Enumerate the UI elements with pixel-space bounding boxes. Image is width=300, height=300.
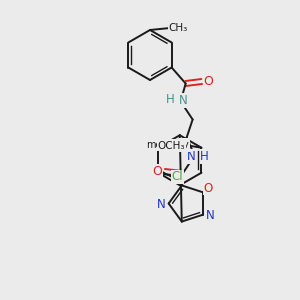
Text: H: H	[166, 93, 175, 106]
Text: CH₃: CH₃	[168, 23, 188, 33]
Text: O: O	[203, 182, 213, 195]
Text: O: O	[153, 165, 163, 178]
Text: N: N	[187, 150, 196, 163]
Text: O: O	[180, 138, 189, 151]
Text: O: O	[204, 75, 214, 88]
Text: OCH₃: OCH₃	[158, 141, 185, 151]
Text: methoxy: methoxy	[146, 140, 189, 150]
Text: H: H	[200, 150, 209, 163]
Text: Cl: Cl	[171, 170, 183, 183]
Text: N: N	[157, 198, 166, 211]
Text: N: N	[206, 209, 214, 222]
Text: N: N	[179, 94, 188, 107]
